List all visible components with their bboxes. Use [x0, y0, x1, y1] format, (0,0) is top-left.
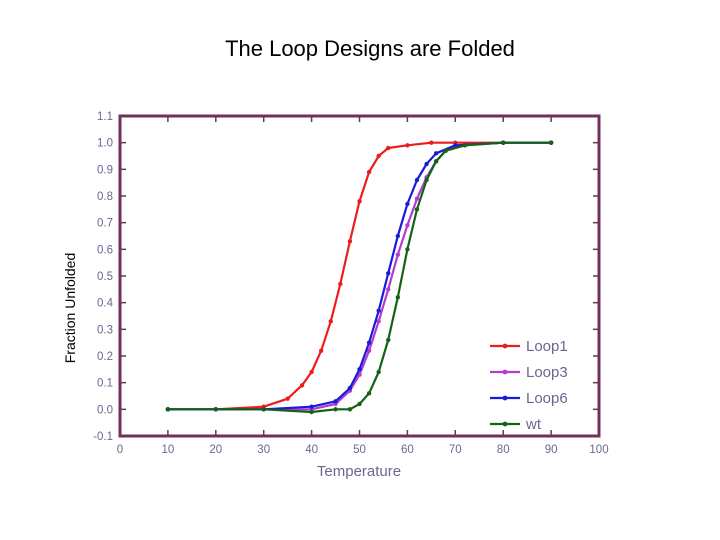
legend-label: Loop3: [526, 364, 568, 381]
data-point: [357, 199, 362, 204]
data-point: [433, 159, 439, 164]
data-point: [376, 319, 381, 324]
data-point: [309, 369, 314, 375]
data-point: [386, 287, 391, 292]
x-tick-label: 90: [545, 444, 558, 456]
data-point: [299, 383, 305, 388]
x-axis-label: Temperature: [317, 463, 401, 480]
y-tick-label: 0.3: [97, 324, 113, 336]
legend-marker: [502, 343, 508, 349]
data-point: [347, 239, 353, 244]
data-point: [309, 404, 314, 409]
y-tick-label: 0.5: [97, 271, 113, 283]
data-point: [386, 145, 391, 151]
x-tick-label: 100: [589, 444, 608, 456]
data-point: [285, 396, 290, 401]
data-point: [357, 401, 362, 407]
data-point: [453, 143, 458, 148]
legend-label: Loop6: [526, 390, 568, 407]
x-tick-label: 0: [117, 444, 123, 456]
y-tick-label: -0.1: [93, 431, 113, 443]
legend-item-loop3: Loop3: [490, 364, 568, 381]
data-point: [328, 319, 333, 324]
data-point: [414, 196, 420, 201]
data-point: [395, 252, 401, 257]
x-tick-label: 30: [257, 444, 270, 456]
legend-marker: [502, 369, 508, 375]
y-tick-label: 0.8: [97, 191, 113, 203]
data-point: [433, 151, 439, 156]
data-point: [261, 407, 266, 412]
y-tick-label: 0.9: [97, 164, 113, 176]
plot-area-border: [118, 114, 601, 438]
legend-label: wt: [525, 416, 542, 433]
data-point: [376, 308, 381, 313]
data-point: [213, 407, 218, 412]
legend-item-loop6: Loop6: [490, 390, 568, 407]
data-point: [443, 148, 448, 153]
data-point: [376, 153, 381, 159]
data-point: [462, 143, 468, 148]
legend-marker: [502, 395, 508, 401]
series-loop6: [165, 140, 554, 412]
data-point: [338, 281, 343, 287]
data-point: [333, 399, 338, 404]
data-point: [395, 295, 401, 300]
series-lines: [165, 140, 554, 415]
y-tick-label: 0.0: [97, 404, 113, 416]
data-point: [414, 177, 420, 183]
y-tick-label: 0.4: [97, 298, 114, 310]
x-tick-label: 50: [353, 444, 366, 456]
legend-marker: [502, 421, 508, 427]
x-tick-label: 40: [305, 444, 318, 456]
data-point: [424, 177, 429, 183]
data-point: [318, 348, 324, 353]
data-point: [386, 271, 391, 276]
data-point: [405, 247, 410, 252]
x-tick-label: 10: [162, 444, 175, 456]
y-tick-label: 0.6: [97, 244, 113, 256]
legend-item-wt: wt: [490, 416, 542, 433]
data-point: [386, 337, 391, 343]
y-tick-label: 0.2: [97, 351, 113, 363]
slide-title: The Loop Designs are Folded: [225, 36, 515, 61]
data-point: [347, 385, 353, 391]
y-tick-label: 1.1: [97, 111, 113, 123]
data-point: [405, 143, 410, 148]
series-line: [167, 141, 552, 411]
data-point: [357, 367, 362, 372]
data-point: [366, 348, 372, 353]
data-point: [333, 407, 338, 412]
legend-label: Loop1: [526, 338, 568, 355]
data-point: [405, 201, 410, 207]
data-point: [501, 140, 506, 145]
data-point: [366, 169, 372, 175]
data-point: [414, 207, 420, 212]
plot-frame: [118, 114, 601, 438]
x-tick-label: 20: [209, 444, 222, 456]
data-point: [347, 407, 353, 412]
y-tick-label: 1.0: [97, 138, 113, 150]
y-axis-label: Fraction Unfolded: [62, 253, 78, 364]
axis-ticks: 0 10 20 30 40 50 60 70 80 90 100 -0.1 0.0 0.1 0.2 0.3 0.…: [93, 111, 608, 456]
y-tick-label: 0.7: [97, 218, 113, 230]
legend: Loop1 Loop3 Loop6 wt: [490, 338, 568, 433]
x-tick-label: 60: [401, 444, 414, 456]
data-point: [424, 161, 429, 167]
data-point: [395, 233, 401, 239]
data-point: [309, 409, 314, 415]
y-tick-label: 0.1: [97, 378, 113, 390]
legend-item-loop1: Loop1: [490, 338, 568, 355]
data-point: [366, 391, 372, 396]
data-point: [165, 407, 171, 412]
x-tick-label: 70: [449, 444, 462, 456]
x-tick-label: 80: [497, 444, 510, 456]
data-point: [548, 140, 554, 145]
data-point: [376, 369, 381, 375]
series-wt: [165, 140, 554, 415]
data-point: [429, 140, 434, 145]
data-point: [366, 340, 372, 345]
data-point: [405, 223, 410, 228]
